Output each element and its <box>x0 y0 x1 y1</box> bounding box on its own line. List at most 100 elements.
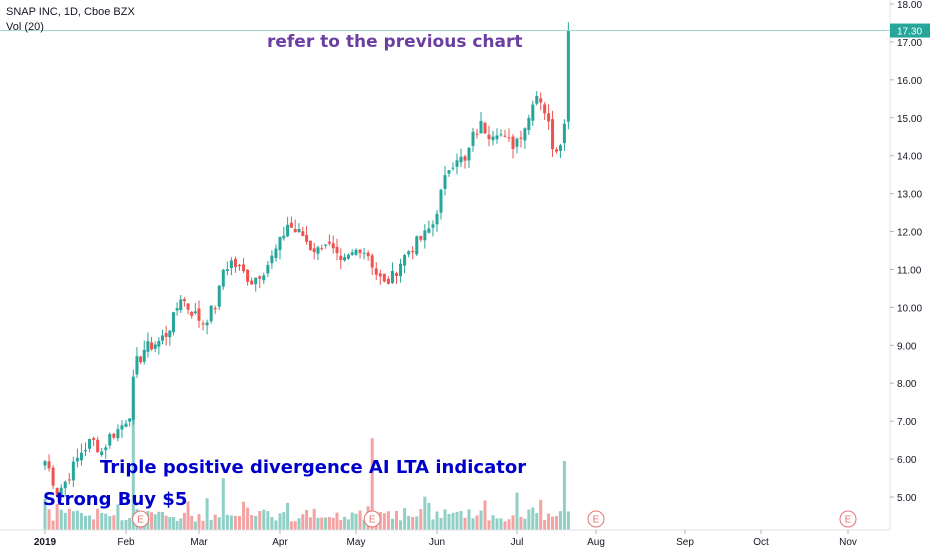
candle-body <box>67 479 71 481</box>
volume-bar <box>63 512 67 530</box>
y-tick-label: 13.00 <box>897 190 922 201</box>
volume-bar <box>186 501 190 530</box>
volume-bar <box>331 517 335 530</box>
candle-body <box>324 244 328 246</box>
candle-body <box>370 255 374 268</box>
x-tick-label: Nov <box>839 537 857 548</box>
candle-body <box>75 457 79 462</box>
candle-body <box>562 123 566 144</box>
volume-bar <box>270 517 274 530</box>
volume-bar <box>339 520 343 530</box>
volume-bar <box>390 518 394 530</box>
x-tick-label: Sep <box>676 537 694 548</box>
y-tick-label: 12.00 <box>897 228 922 239</box>
candle-body <box>431 224 435 228</box>
candle-body <box>343 257 347 261</box>
candle-body <box>79 452 83 461</box>
volume-bar <box>475 515 479 530</box>
candle-body <box>286 224 290 237</box>
earnings-marker[interactable] <box>363 510 381 528</box>
earnings-marker-label: E <box>593 515 600 526</box>
candle-body <box>411 250 415 253</box>
volume-bar <box>112 515 116 530</box>
volume-bar <box>182 512 186 530</box>
candle-body <box>157 340 161 347</box>
volume-bar <box>499 518 503 530</box>
candle-body <box>59 487 63 496</box>
volume-bar <box>209 520 213 530</box>
volume-bar <box>354 513 358 530</box>
volume-bar <box>51 520 55 530</box>
volume-bar <box>116 504 120 530</box>
candle-body <box>209 305 213 322</box>
volume-bar <box>350 512 354 530</box>
volume-bar <box>258 511 262 530</box>
candle-body <box>88 439 92 449</box>
x-tick-label: Jun <box>429 537 445 548</box>
candle-body <box>331 243 335 249</box>
volume-bar <box>431 519 435 530</box>
y-tick-label: 18.00 <box>897 0 922 11</box>
volume-bar <box>423 496 427 530</box>
volume-bar <box>443 509 447 530</box>
symbol-legend: SNAP INC, 1D, Cboe BZX <box>6 6 135 18</box>
candle-body <box>539 98 543 103</box>
candle-body <box>423 230 427 241</box>
volume-bar <box>193 521 197 530</box>
volume-bar <box>217 517 221 530</box>
candle-body <box>479 120 483 134</box>
earnings-marker[interactable] <box>587 510 605 528</box>
candle-body <box>519 137 523 139</box>
volume-bar <box>305 509 309 530</box>
volume-bar <box>293 521 297 530</box>
x-tick-label: 2019 <box>34 537 57 548</box>
volume-bar <box>455 511 459 530</box>
volume-bar <box>157 511 161 530</box>
candle-body <box>527 117 531 131</box>
candle-body <box>523 128 527 141</box>
candle-body <box>463 156 467 161</box>
candle-body <box>164 333 168 337</box>
volume-bar <box>289 521 293 530</box>
candle-body <box>435 213 439 225</box>
candle-body <box>447 170 451 174</box>
volume-bar <box>278 513 282 530</box>
time-axis[interactable]: 2019 Feb Mar Apr May Jun Jul Aug Sep Oct Nov <box>34 530 857 548</box>
price-axis[interactable]: 5.00 6.00 7.00 8.00 9.00 10.00 11.00 12.00 13.00… <box>890 0 922 504</box>
volume-bar <box>197 514 201 530</box>
volume-bar <box>447 513 451 530</box>
volume-bar <box>254 515 258 530</box>
volume-bar <box>104 513 108 530</box>
volume-bar <box>312 508 316 530</box>
volume-bar <box>507 519 511 530</box>
earnings-marker[interactable] <box>132 510 150 528</box>
volume-bar <box>213 514 217 530</box>
candle-body <box>558 145 562 151</box>
candle-body <box>168 330 172 338</box>
candle-body <box>131 376 135 420</box>
earnings-marker[interactable] <box>839 510 857 528</box>
annotation-strong-buy: Strong Buy $5 <box>43 489 188 510</box>
candle-body <box>499 134 503 136</box>
candle-body <box>186 303 190 310</box>
candle-body <box>503 135 507 137</box>
y-tick-label: 14.00 <box>897 152 922 163</box>
volume-bar <box>131 400 135 530</box>
candle-body <box>205 322 209 326</box>
candle-body <box>161 335 164 341</box>
candle-body <box>124 423 128 427</box>
volume-bar <box>301 514 305 530</box>
volume-bar <box>190 515 194 530</box>
candle-body <box>555 149 558 152</box>
candle-body <box>297 228 301 232</box>
volume-bar <box>79 512 83 530</box>
volume-bar <box>535 513 539 530</box>
candle-body <box>305 234 309 242</box>
earnings-marker-label: E <box>369 515 376 526</box>
candle-body <box>150 342 154 350</box>
candle-body <box>327 241 331 244</box>
volume-bar <box>399 520 403 530</box>
volume-bar <box>308 517 312 530</box>
